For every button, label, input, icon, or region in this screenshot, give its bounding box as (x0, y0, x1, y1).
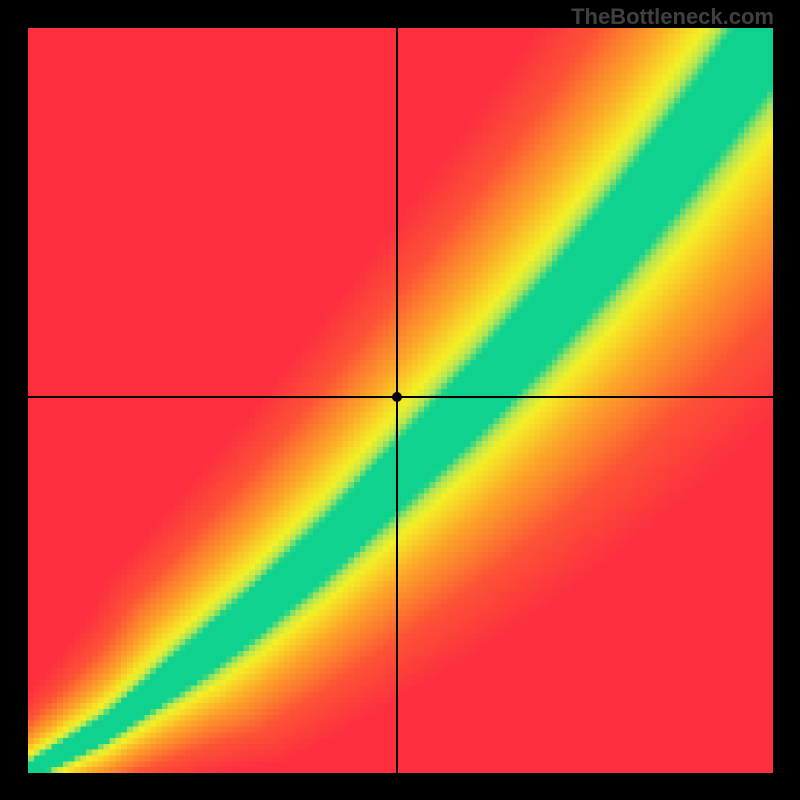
chart-container: TheBottleneck.com (0, 0, 800, 800)
watermark-text: TheBottleneck.com (571, 4, 774, 30)
selection-marker (392, 392, 402, 402)
